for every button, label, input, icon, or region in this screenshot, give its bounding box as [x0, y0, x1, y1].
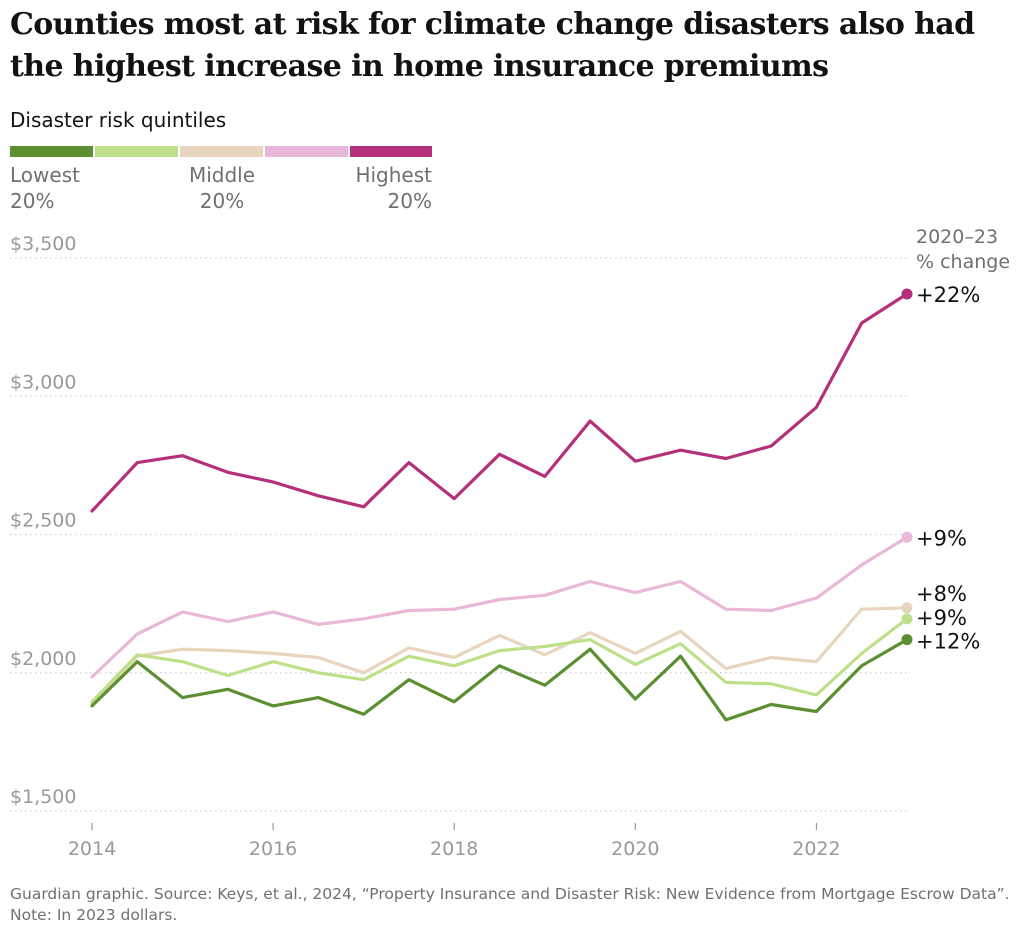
series-end-dot — [901, 531, 913, 543]
end-label: +8% — [916, 582, 967, 606]
y-tick-label: $2,500 — [10, 510, 76, 532]
series-line — [90, 617, 909, 704]
series-end-dot — [901, 634, 913, 646]
series-line — [90, 606, 909, 705]
legend-label-middle: Middle 20% — [188, 163, 256, 213]
series-lines — [90, 292, 909, 722]
end-label: +9% — [916, 606, 967, 630]
y-tick-label: $3,000 — [10, 371, 76, 393]
series-line — [90, 292, 909, 513]
x-tick-label: 2022 — [792, 838, 840, 860]
x-tick-label: 2014 — [68, 838, 116, 860]
legend-swatch-middle — [180, 146, 263, 157]
chart-title: Counties most at risk for climate change… — [10, 7, 975, 84]
legend-label-lowest: Lowest 20% — [10, 163, 80, 213]
annotation-line-1: 2020–23 — [916, 226, 998, 248]
series-line — [90, 535, 909, 679]
annotation-line-2: % change — [916, 251, 1010, 273]
y-tick-label: $1,500 — [10, 786, 76, 808]
x-tick-label: 2016 — [249, 838, 297, 860]
legend-swatch-lowest — [10, 146, 93, 157]
axes: $1,500 $2,000 $2,500 $3,000 $3,500 2014 2016 20… — [10, 233, 841, 860]
legend-swatch-highest — [350, 146, 432, 157]
y-tick-label: $2,000 — [10, 648, 76, 670]
x-tick-label: 2020 — [611, 838, 659, 860]
series-end-dot — [901, 288, 913, 300]
end-labels: +22%+9%+8%+9%+12% — [901, 283, 980, 654]
end-label: +9% — [916, 526, 967, 550]
source-note: Guardian graphic. Source: Keys, et al., … — [10, 885, 1010, 924]
line-chart: $1,500 $2,000 $2,500 $3,000 $3,500 2014 2016 20… — [10, 226, 1010, 860]
gridlines — [10, 257, 907, 812]
end-label: +22% — [916, 283, 980, 307]
legend-label-highest: Highest 20% — [355, 163, 432, 213]
legend-swatch-second — [95, 146, 178, 157]
series-line — [90, 637, 909, 722]
end-label: +12% — [916, 630, 980, 654]
legend-title: Disaster risk quintiles — [10, 108, 227, 132]
series-end-dot — [901, 602, 913, 614]
legend-swatch-fourth — [265, 146, 348, 157]
x-tick-label: 2018 — [430, 838, 478, 860]
y-tick-label: $3,500 — [10, 233, 76, 255]
series-end-dot — [901, 613, 913, 625]
